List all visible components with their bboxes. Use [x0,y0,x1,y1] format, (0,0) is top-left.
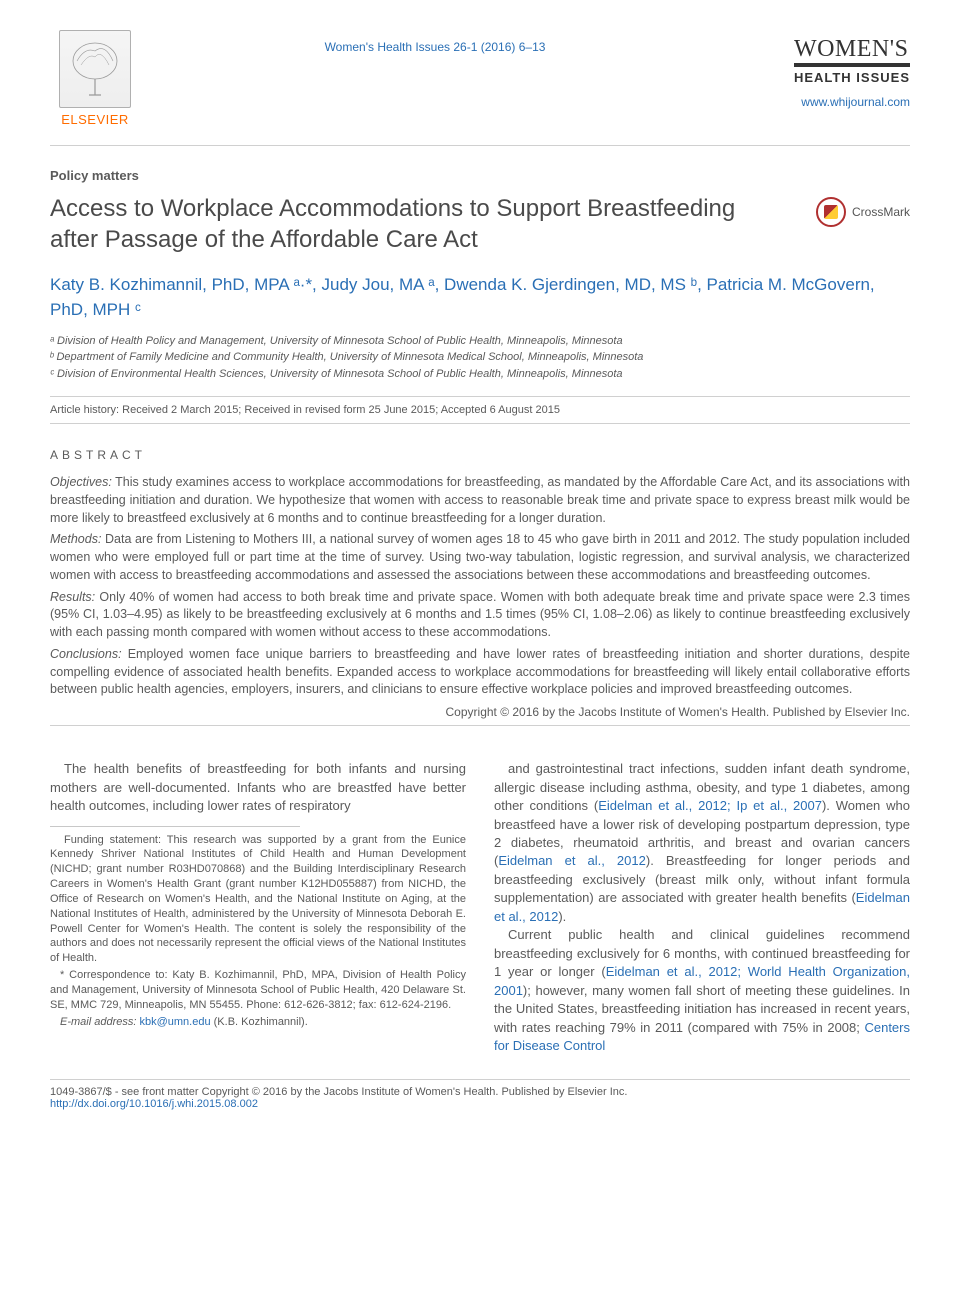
body-p2: and gastrointestinal tract infections, s… [494,760,910,926]
abstract-results: Results: Only 40% of women had access to… [50,589,910,642]
crossmark-badge[interactable]: CrossMark [816,197,910,227]
crossmark-label: CrossMark [852,205,910,219]
author-list: Katy B. Kozhimannil, PhD, MPA ᵃ·*, Judy … [50,273,910,322]
doi-link[interactable]: http://dx.doi.org/10.1016/j.whi.2015.08.… [50,1098,910,1110]
conclusions-text: Employed women face unique barriers to b… [50,647,910,697]
affiliations: ᵃ Division of Health Policy and Manageme… [50,333,910,383]
footnotes: Funding statement: This research was sup… [50,833,466,1030]
email-label: E-mail address: [60,1016,139,1028]
title-row: Access to Workplace Accommodations to Su… [50,193,910,273]
email-line: E-mail address: kbk@umn.edu (K.B. Kozhim… [50,1015,466,1030]
body-p1: The health benefits of breastfeeding for… [50,760,466,815]
journal-logo-block: WOMEN'S HEALTH ISSUES www.whijournal.com [730,30,910,109]
methods-label: Methods: [50,532,101,546]
abstract-objectives: Objectives: This study examines access t… [50,474,910,527]
objectives-text: This study examines access to workplace … [50,475,910,525]
article-title: Access to Workplace Accommodations to Su… [50,193,780,255]
corresponding-email[interactable]: kbk@umn.edu [139,1016,210,1028]
abstract-rule [50,725,910,726]
journal-logo: WOMEN'S HEALTH ISSUES [794,30,910,89]
results-text: Only 40% of women had access to both bre… [50,590,910,640]
publisher-logo: ELSEVIER [50,30,140,127]
footer-copyright: 1049-3867/$ - see front matter Copyright… [50,1086,910,1098]
abstract-methods: Methods: Data are from Listening to Moth… [50,531,910,584]
abstract-heading: ABSTRACT [50,448,910,462]
page-footer: 1049-3867/$ - see front matter Copyright… [50,1079,910,1110]
affiliation-b: ᵇ Department of Family Medicine and Comm… [50,349,910,366]
cite-eidelman-2[interactable]: Eidelman et al., 2012 [498,853,646,868]
footnote-rule [50,826,300,827]
section-kicker: Policy matters [50,168,910,183]
elsevier-tree-icon [59,30,131,108]
objectives-label: Objectives: [50,475,112,489]
conclusions-label: Conclusions: [50,647,122,661]
journal-url[interactable]: www.whijournal.com [730,95,910,109]
copyright-line: Copyright © 2016 by the Jacobs Institute… [50,705,910,719]
results-label: Results: [50,590,95,604]
journal-logo-line2: HEALTH ISSUES [794,63,910,85]
article-history: Article history: Received 2 March 2015; … [50,396,910,424]
funding-statement: Funding statement: This research was sup… [50,833,466,967]
affiliation-a: ᵃ Division of Health Policy and Manageme… [50,333,910,350]
abstract-conclusions: Conclusions: Employed women face unique … [50,646,910,699]
cite-eidelman-ip[interactable]: Eidelman et al., 2012; Ip et al., 2007 [598,798,822,813]
journal-logo-line1: WOMEN'S [794,36,910,63]
affiliation-c: ᶜ Division of Environmental Health Scien… [50,366,910,383]
page-header: ELSEVIER Women's Health Issues 26-1 (201… [50,30,910,146]
methods-text: Data are from Listening to Mothers III, … [50,532,910,582]
crossmark-icon [816,197,846,227]
correspondence: * Correspondence to: Katy B. Kozhimannil… [50,968,466,1013]
email-suffix: (K.B. Kozhimannil). [211,1016,308,1028]
journal-citation: Women's Health Issues 26-1 (2016) 6–13 [140,40,730,54]
body-p3: Current public health and clinical guide… [494,926,910,1055]
publisher-name: ELSEVIER [61,112,129,127]
body-text: The health benefits of breastfeeding for… [50,760,910,1055]
